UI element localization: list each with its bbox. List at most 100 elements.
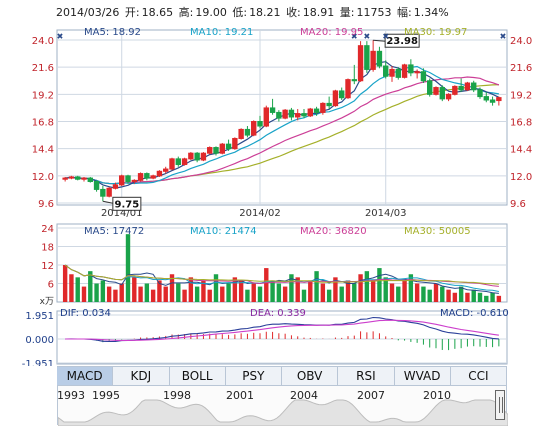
candle (257, 115, 263, 129)
candle-body (458, 85, 464, 91)
tab-cci[interactable]: CCI (451, 367, 507, 385)
volume-bar (270, 280, 275, 302)
tab-rsi[interactable]: RSI (338, 367, 395, 385)
legend-series-name: MA5 (84, 27, 106, 38)
candle (471, 80, 477, 93)
volume-bar (339, 286, 344, 302)
candle (112, 182, 119, 190)
price-tick-left: 16.8 (32, 118, 54, 129)
volume-bar (169, 274, 175, 302)
volume-bar (75, 277, 80, 302)
candle-body (401, 64, 408, 78)
candle (489, 96, 496, 106)
candle (332, 89, 339, 107)
volume-bar (257, 286, 263, 302)
candle (269, 98, 276, 115)
overview-year-label: 1998 (163, 389, 191, 402)
candle-body (131, 179, 137, 182)
candle (282, 109, 288, 120)
candle (288, 107, 295, 121)
candle-body (376, 50, 383, 67)
volume-bar (100, 280, 106, 302)
volume-bar (132, 277, 137, 302)
low-annotation-label: 9.75 (115, 199, 140, 210)
legend-series-value: 36820 (335, 226, 367, 237)
high-annotation-pointer (373, 39, 386, 42)
candle-body (150, 175, 156, 179)
candle (383, 60, 389, 79)
volume-bar (402, 280, 407, 302)
price-tick-left: 19.2 (32, 90, 54, 101)
quote-close-label: 收: (286, 6, 301, 19)
candle-body (269, 107, 276, 113)
candle-body (370, 50, 376, 70)
candle-body (75, 176, 81, 180)
quote-low: 18.21 (249, 6, 281, 19)
candle (313, 106, 320, 116)
candle (93, 180, 100, 192)
price-legend-ma10: MA10: 19.21 (190, 27, 253, 38)
volume-bar (465, 292, 470, 302)
tab-macd[interactable]: MACD (57, 367, 114, 385)
legend-series-name: MA30 (404, 226, 432, 237)
legend-series-value: 17472 (112, 226, 144, 237)
candle (439, 85, 445, 102)
candle-body (175, 158, 181, 166)
candle (401, 63, 408, 79)
tab-wvad[interactable]: WVAD (395, 367, 451, 385)
price-tick-right: 16.8 (510, 118, 532, 129)
candle (150, 174, 156, 180)
volume-bar (352, 283, 357, 302)
volume-bar (308, 280, 313, 302)
candle (219, 143, 225, 155)
stock-chart[interactable]: 9.6 9.6 12.0 12.0 14.4 14.4 16.8 16.8 19.2 19.2 21… (0, 0, 533, 366)
volume-bar (389, 283, 395, 302)
volume-bar (81, 286, 87, 302)
tab-kdj[interactable]: KDJ (113, 367, 170, 385)
candle (163, 166, 169, 174)
volume-bar (383, 277, 388, 302)
candle (351, 64, 357, 85)
tab-obv[interactable]: OBV (282, 367, 339, 385)
overview-range-handle[interactable] (495, 390, 505, 420)
price-tick-left: 24.0 (32, 36, 54, 47)
candle-body (169, 158, 175, 170)
candle-body (339, 90, 345, 99)
candle (483, 92, 489, 103)
overview-year-label: 2007 (357, 389, 385, 402)
candle (420, 68, 427, 84)
candle (357, 41, 364, 82)
tab-boll[interactable]: BOLL (170, 367, 226, 385)
candle (395, 67, 401, 80)
volume-panel-frame (56, 223, 508, 303)
quote-open-label: 开: (124, 6, 140, 19)
legend-series-name: MA20 (300, 27, 328, 38)
marker-icon: ✖ (57, 32, 64, 41)
volume-bar (150, 289, 156, 302)
volume-bar (364, 271, 370, 302)
candle-body (477, 89, 483, 98)
volume-bar (320, 283, 326, 302)
candle (307, 107, 313, 117)
candle (175, 156, 181, 167)
price-tick-left: 14.4 (32, 145, 54, 156)
candle-body (471, 82, 477, 91)
legend-series-value: 21474 (225, 226, 257, 237)
volume-bar (220, 286, 225, 302)
volume-bar (69, 274, 74, 302)
history-overview[interactable] (57, 385, 508, 426)
month-label: 2014/02 (239, 208, 281, 219)
candle (244, 126, 251, 138)
candle-body (244, 128, 251, 136)
overview-area (58, 399, 508, 426)
candle (445, 93, 452, 102)
candle-body (219, 143, 225, 154)
candle-body (238, 128, 244, 139)
candle (225, 139, 232, 151)
marker-icon: ✖ (351, 32, 358, 41)
volume-legend-ma5: MA5: 17472 (84, 226, 144, 237)
volume-unit-label: x万 (40, 297, 54, 307)
macd-legend-macd: MACD: -0.610 (440, 308, 509, 319)
volume-bar (433, 283, 439, 302)
tab-psy[interactable]: PSY (226, 367, 282, 385)
